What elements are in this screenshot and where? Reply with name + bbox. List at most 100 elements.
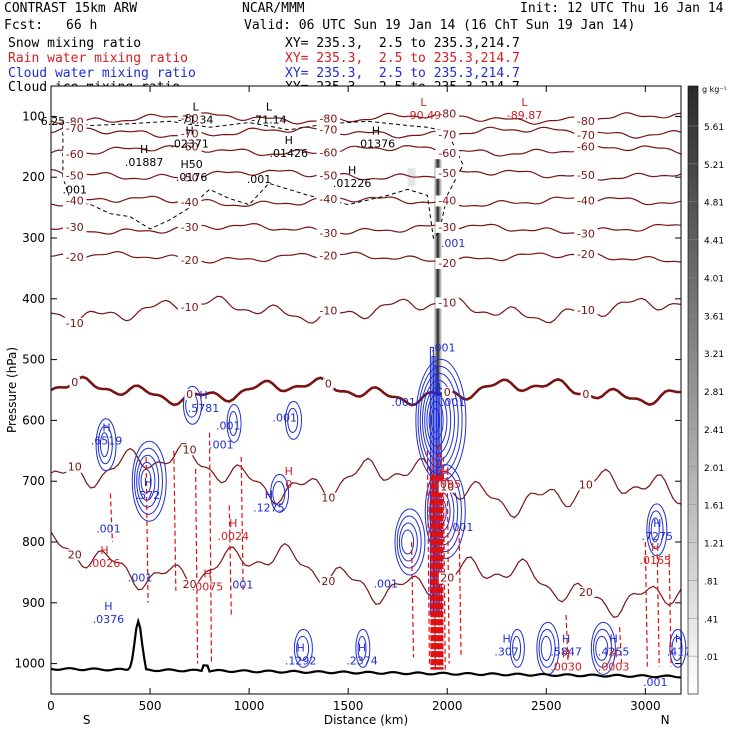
extremum-value: .001	[247, 173, 272, 186]
cloud-water-contour	[590, 621, 616, 675]
extremum-value: -71.14	[251, 113, 286, 126]
isotherm-label: -50	[438, 167, 456, 180]
isotherm-label: -50	[319, 169, 337, 182]
isotherm-label: -50	[577, 169, 595, 182]
extremum-value: 0	[285, 478, 292, 491]
colorbar-level: 3.21	[704, 350, 724, 360]
y-tick-label: 800	[22, 535, 45, 549]
extremum-marker: L	[420, 96, 427, 109]
rain-water-contour	[458, 529, 462, 658]
cloud-water-contour	[228, 410, 238, 436]
rain-water-contour	[656, 554, 660, 667]
isotherm-label: -80	[577, 115, 595, 128]
extremum-value: .1275	[253, 501, 285, 514]
isotherm-label: -70	[438, 129, 456, 142]
extremum-marker: H	[265, 488, 273, 501]
x-end-label-south: S	[83, 713, 91, 727]
rain-water-contour	[644, 541, 648, 667]
extremum-marker: H	[296, 642, 304, 655]
extremum-value: .2374	[346, 655, 378, 668]
extremum-value: .4255	[598, 645, 630, 658]
isotherm-label: -40	[438, 194, 456, 207]
extremum-marker: H	[102, 421, 110, 434]
cloud-water-contour	[357, 635, 367, 661]
extremum-value: .01376	[357, 138, 396, 151]
plot-frame	[50, 85, 682, 695]
isotherm-label: -30	[438, 221, 456, 234]
isotherm-label: 0	[186, 388, 193, 401]
rain-water-contour	[668, 554, 672, 667]
field-1-xy: XY= 235.3, 2.5 to 235.3,214.7	[285, 36, 520, 51]
extremum-marker: H	[104, 600, 112, 613]
isotherm-0	[50, 375, 682, 407]
y-tick-label: 200	[22, 170, 45, 184]
cloud-water-contour	[270, 473, 290, 513]
isotherm-label: 10	[440, 481, 454, 494]
y-tick-label: 100	[22, 109, 45, 123]
extremum-value: .6519	[91, 434, 123, 447]
extremum-marker: H	[651, 541, 659, 554]
rain-water-contour	[195, 469, 199, 664]
cloud-water-contour	[512, 635, 522, 661]
isotherm-label: 10	[183, 443, 197, 456]
colorbar-level: .81	[704, 577, 718, 587]
colorbar-level: 5.61	[704, 123, 724, 133]
extremum-marker: H	[441, 465, 449, 478]
extremum-marker: H	[372, 125, 380, 138]
rain-water-contour	[240, 456, 244, 591]
extremum-marker: H	[203, 567, 211, 580]
isotherm-label: 0	[444, 386, 451, 399]
cloud-water-contour	[97, 425, 113, 465]
isotherm-label: -10	[577, 304, 595, 317]
isotherm-label: -60	[181, 140, 199, 153]
isotherm-label: 0	[582, 388, 589, 401]
cloud-water-contour	[396, 515, 422, 569]
x-tick-label: 3000	[630, 699, 661, 713]
isotherm-label: -20	[66, 251, 84, 264]
isotherm-label: 10	[579, 478, 593, 491]
x-axis-label: Distance (km)	[324, 713, 408, 727]
cloud-water-contour	[136, 454, 160, 508]
y-tick-label: 500	[22, 353, 45, 367]
isotherm-label: 10	[321, 492, 335, 505]
extremum-marker: H	[358, 642, 366, 655]
colorbar-level: .41	[704, 615, 718, 625]
colorbar-level: 5.21	[704, 161, 724, 171]
field-3-name: Cloud water mixing ratio	[8, 66, 196, 81]
isotherm-label: -60	[319, 147, 337, 160]
isotherm-label: -40	[319, 193, 337, 206]
isotherm-label: -70	[66, 122, 84, 135]
isotherm-label: -30	[66, 221, 84, 234]
extremum-value: .001	[63, 183, 88, 196]
rain-water-contour	[145, 456, 149, 603]
extremum-marker: H	[503, 632, 511, 645]
isotherm-label: -50	[66, 169, 84, 182]
isotherm-label: 20	[579, 586, 593, 599]
cloud-water-contour	[538, 628, 556, 668]
x-tick-label: 1500	[333, 699, 364, 713]
extremum-marker: H	[229, 517, 237, 530]
isotherm-label: -10	[66, 317, 84, 330]
cloud-water-contour	[595, 635, 609, 661]
field-2-xy: XY= 235.3, 2.5 to 235.3,214.7	[285, 51, 520, 66]
rain-water-contour	[109, 493, 114, 543]
contour-label: .001	[441, 237, 466, 250]
extremum-value: .0030	[550, 661, 582, 674]
isotherm-label: 20	[183, 578, 197, 591]
extremum-value: .5847	[550, 645, 582, 658]
x-tick-label: 1000	[234, 699, 265, 713]
isotherm-label: -40	[577, 194, 595, 207]
cloud-water-contour	[429, 478, 459, 546]
rain-water-contour	[618, 627, 623, 664]
cloud-water-contour	[394, 508, 426, 576]
extremum-value: .02371	[170, 138, 209, 151]
cloud-water-contour	[293, 628, 313, 668]
isotherm-label: -60	[438, 147, 456, 160]
contour-label: .001	[449, 521, 474, 534]
cloud-water-contour	[95, 418, 117, 472]
colorbar-level: 2.41	[704, 426, 724, 436]
extremum-marker: L	[266, 100, 273, 113]
extremum-marker: H	[348, 164, 356, 177]
rain-water-contour	[446, 469, 450, 664]
isotherm-label: -40	[181, 196, 199, 209]
